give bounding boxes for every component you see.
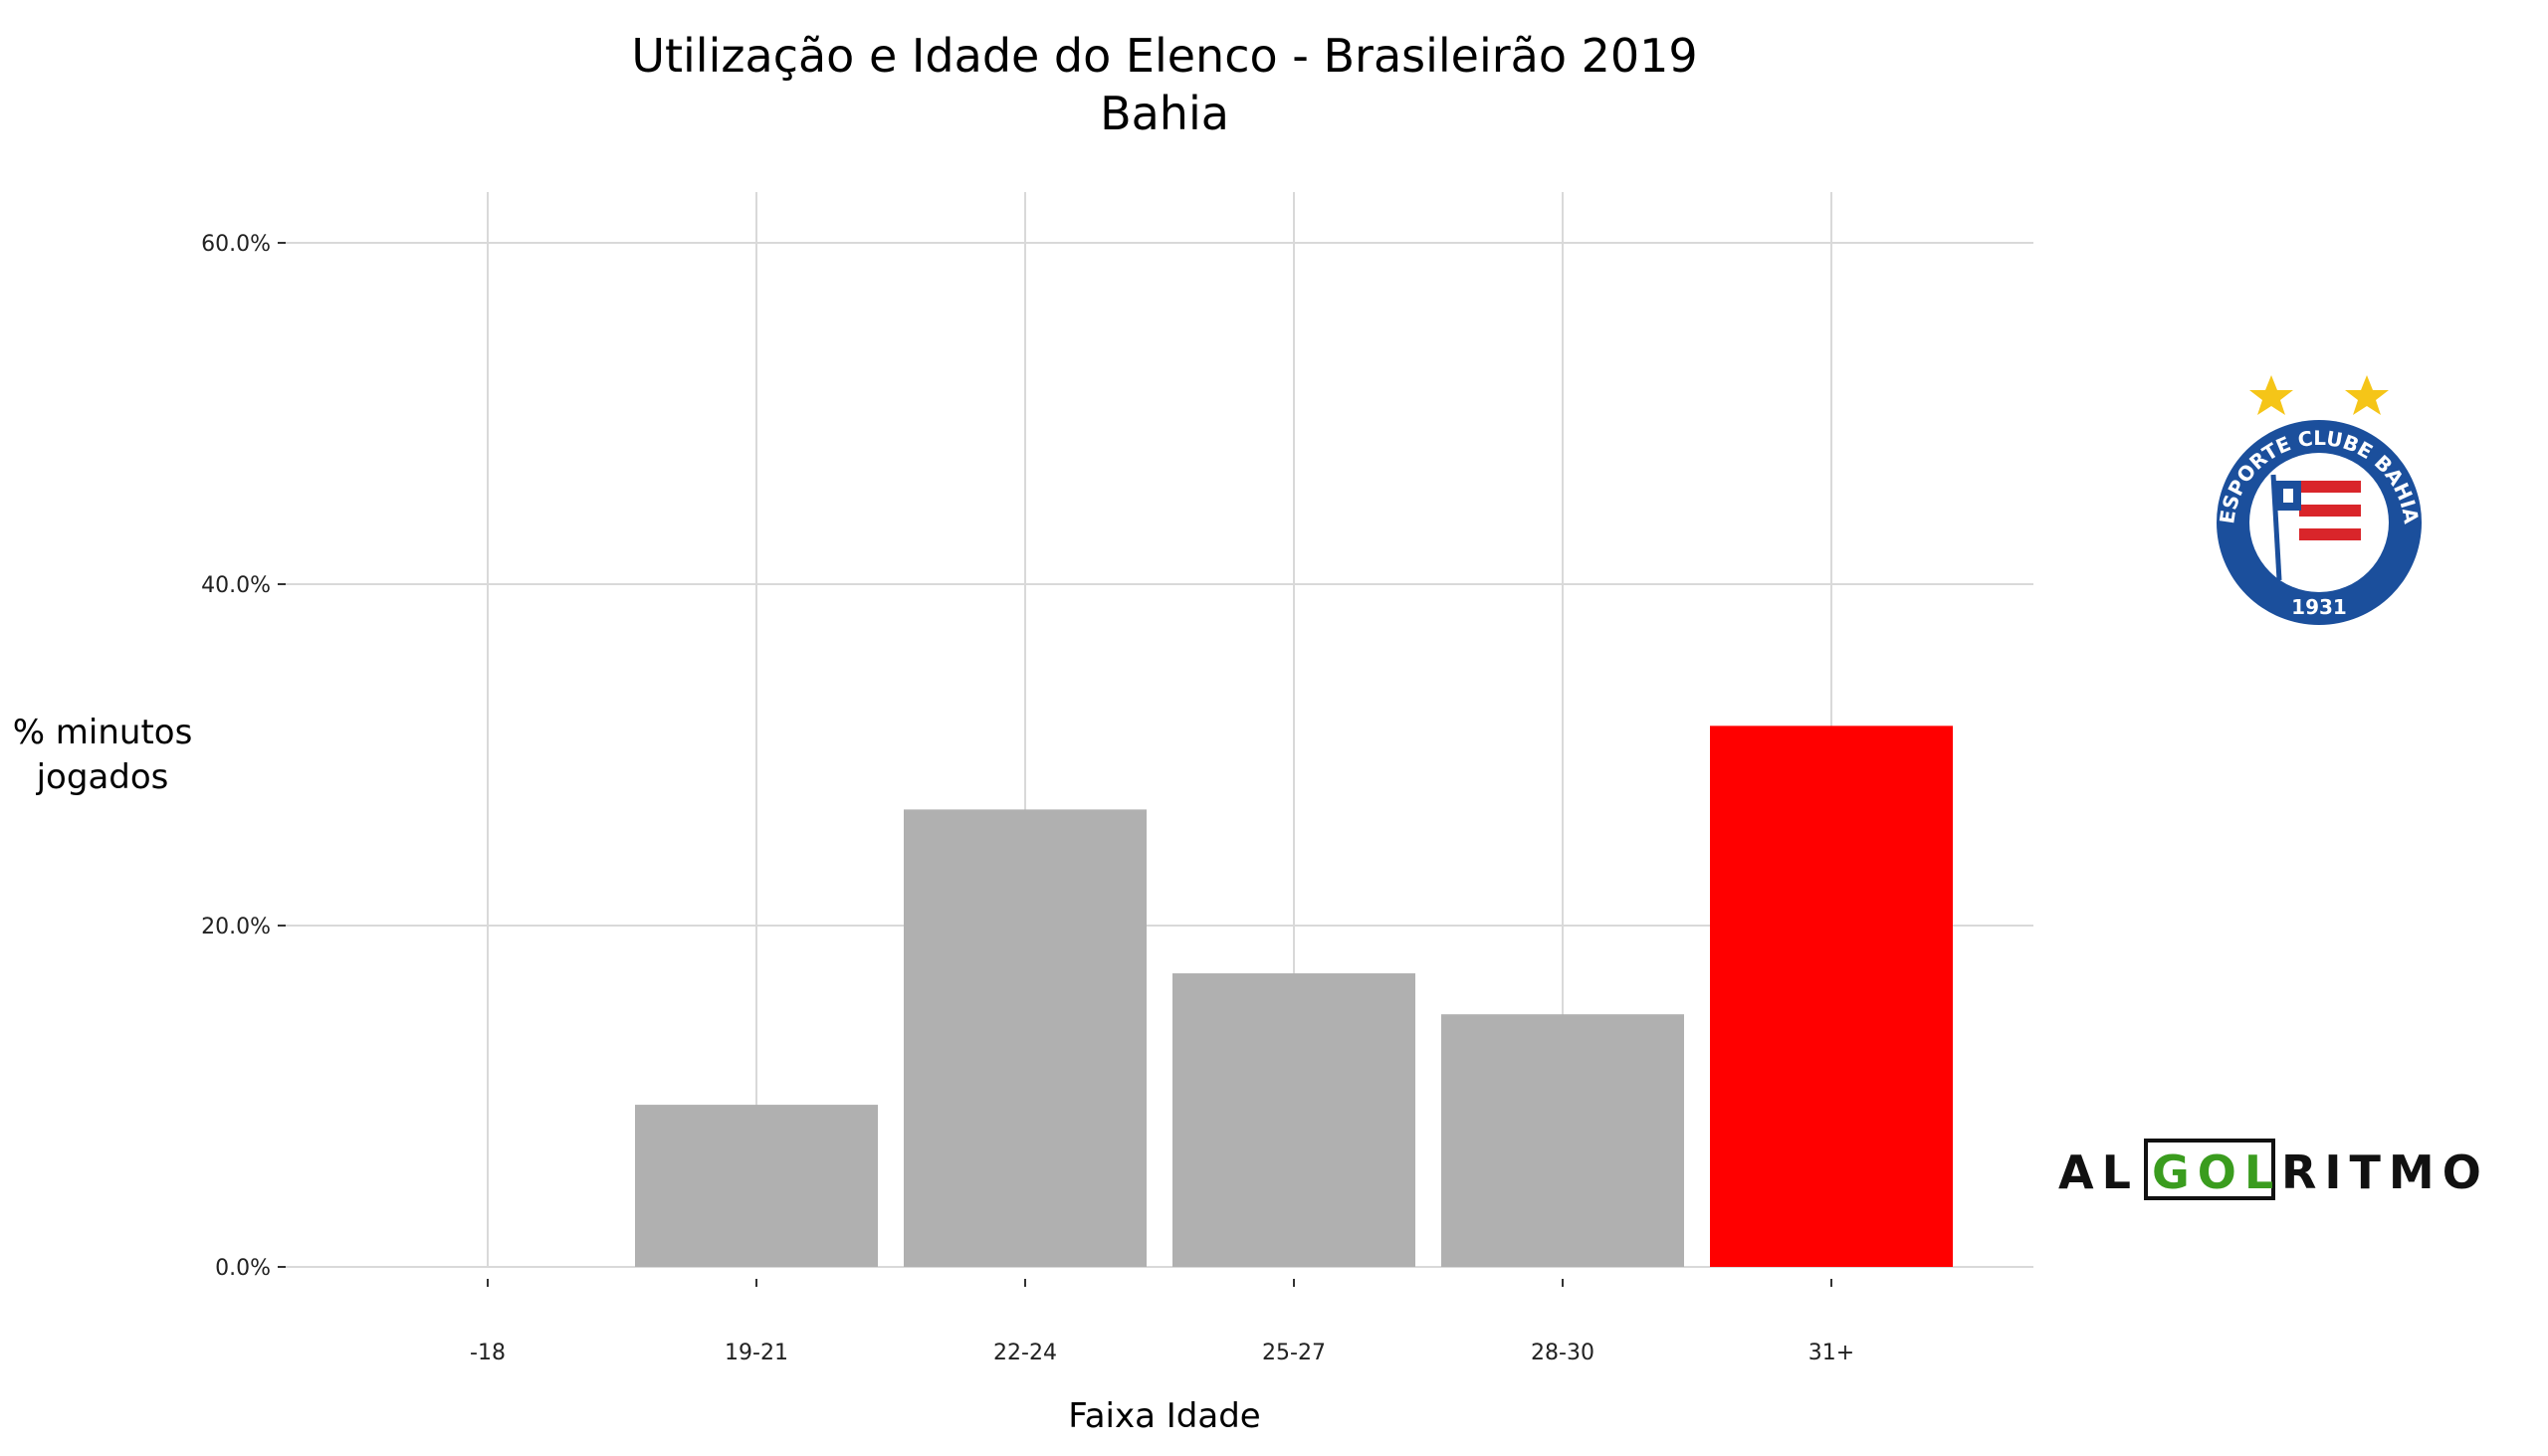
x-tick-label: 19-21 bbox=[725, 1341, 788, 1365]
chart-subtitle: Bahia bbox=[1100, 87, 1229, 140]
y-tick-label: 60.0% bbox=[201, 232, 271, 257]
y-tick-label: 40.0% bbox=[201, 573, 271, 598]
y-axis-title-line-2: jogados bbox=[36, 757, 169, 797]
algolritmo-logo: AL GOL RITMO bbox=[2058, 1139, 2489, 1200]
brand-text-middle: GOL bbox=[2152, 1145, 2281, 1199]
y-axis: 0.0% 20.0% 40.0% 60.0% bbox=[201, 232, 286, 1281]
bar-25-27 bbox=[1172, 973, 1415, 1267]
x-tick-label: 22-24 bbox=[993, 1341, 1057, 1365]
crest-year: 1931 bbox=[2291, 595, 2347, 619]
star-icon bbox=[2345, 375, 2389, 415]
brand-text-left: AL bbox=[2058, 1145, 2139, 1199]
x-tick-label: 25-27 bbox=[1262, 1341, 1326, 1365]
y-tick-label: 20.0% bbox=[201, 915, 271, 939]
chart-title: Utilização e Idade do Elenco - Brasileir… bbox=[631, 29, 1697, 83]
y-axis-title-line-1: % minutos bbox=[13, 713, 193, 752]
bar-layer bbox=[635, 726, 1953, 1267]
x-tick-label: -18 bbox=[470, 1341, 506, 1365]
brand-text-right: RITMO bbox=[2281, 1145, 2489, 1199]
x-axis: -18 19-21 22-24 25-27 28-30 31+ bbox=[470, 1279, 1854, 1365]
goal-frame-icon bbox=[2144, 1139, 2275, 1200]
x-tick-label: 31+ bbox=[1808, 1341, 1854, 1365]
y-tick-label: 0.0% bbox=[215, 1256, 271, 1281]
club-crest-logo: ESPORTE CLUBE BAHIA 1931 bbox=[2212, 375, 2427, 630]
bar-31+ bbox=[1710, 726, 1953, 1267]
x-axis-title: Faixa Idade bbox=[1068, 1396, 1260, 1436]
x-tick-label: 28-30 bbox=[1531, 1341, 1594, 1365]
bar-28-30 bbox=[1441, 1014, 1684, 1267]
bar-19-21 bbox=[635, 1105, 878, 1267]
star-icon bbox=[2249, 375, 2293, 415]
bar-22-24 bbox=[904, 809, 1147, 1267]
